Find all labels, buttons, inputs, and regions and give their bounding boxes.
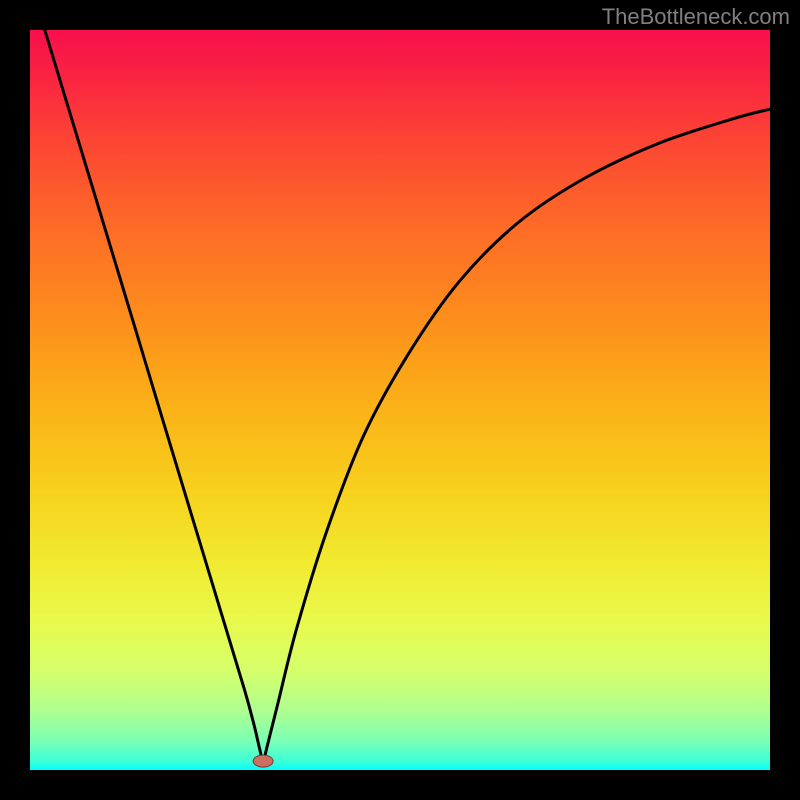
minimum-marker: [253, 755, 273, 767]
watermark-text: TheBottleneck.com: [602, 4, 790, 30]
chart-container: TheBottleneck.com: [0, 0, 800, 800]
bottleneck-curve: [30, 30, 770, 770]
plot-area: [30, 30, 770, 770]
